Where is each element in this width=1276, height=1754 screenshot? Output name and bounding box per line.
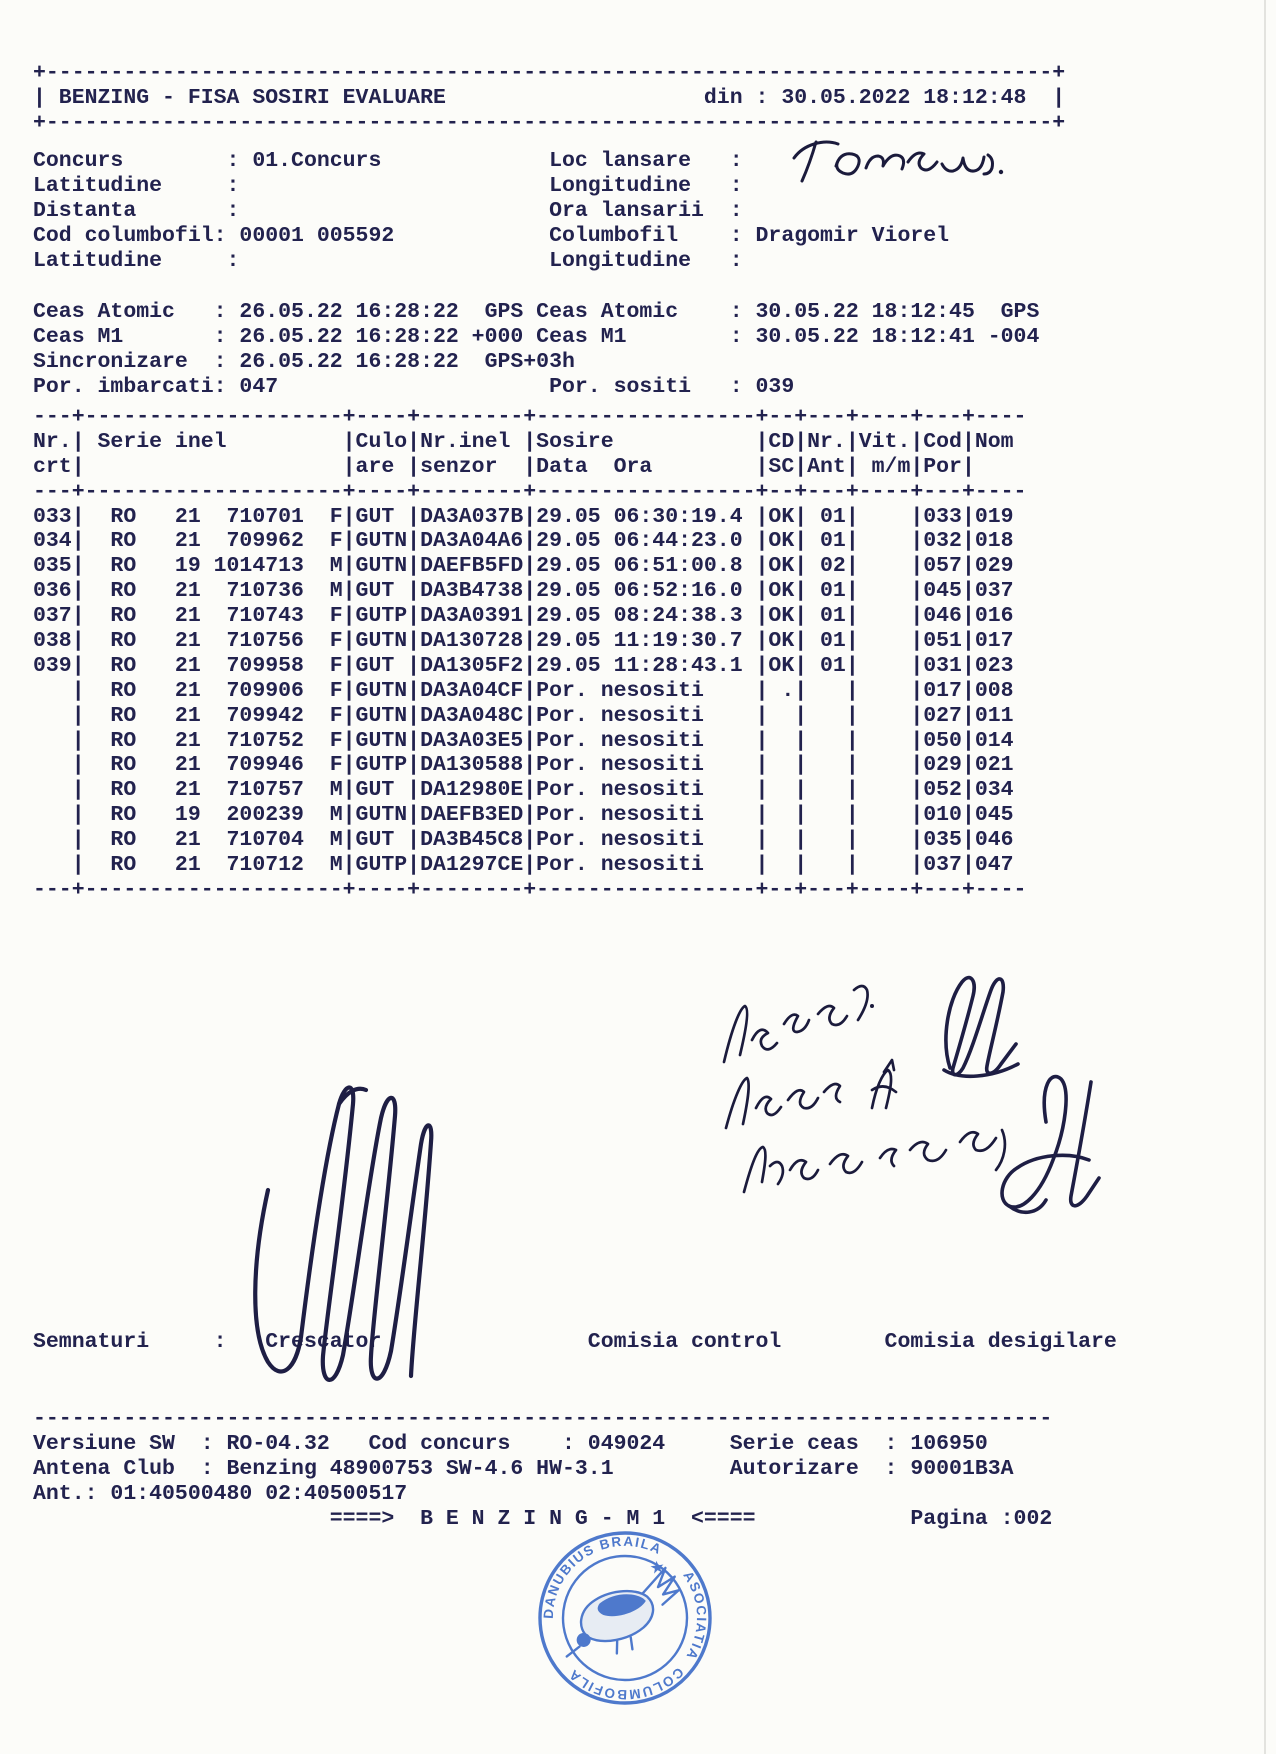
table-row: | RO 21 710712 M|GUTP|DA1297CE|Por. neso…: [33, 853, 1014, 878]
document-footer: ----------------------------------------…: [33, 1407, 1052, 1531]
table-header-line: Nr.| Serie inel |Culo|Nr.inel |Sosire |C…: [33, 429, 1014, 454]
svg-text:COLUMBOFILA: COLUMBOFILA: [564, 1651, 689, 1711]
signatures-line-block: Semnaturi : Crescator Comisia control Co…: [33, 1330, 1117, 1355]
svg-text:DANUBIUS BRAILA: DANUBIUS BRAILA: [531, 1528, 673, 1622]
document-title-line: | BENZING - FISA SOSIRI EVALUARE din : 3…: [33, 85, 1066, 110]
table-row: | RO 21 709946 F|GUTP|DA130588|Por. neso…: [33, 753, 1014, 778]
signatures-line: Semnaturi : Crescator Comisia control Co…: [33, 1330, 1117, 1354]
table-separator: ---+--------------------+----+--------+-…: [33, 405, 1027, 429]
frame-top-border: +---------------------------------------…: [33, 61, 1066, 85]
info-line: Distanta : Ora lansarii :: [33, 198, 743, 223]
table-row: | RO 21 710757 M|GUT |DA12980E|Por. neso…: [33, 778, 1014, 803]
clock-line: Por. imbarcati: 047 Por. sositi : 039: [33, 374, 795, 399]
footer-benzing-line: ====> B E N Z I N G - M 1 <==== Pagina :…: [33, 1506, 1053, 1531]
clock-line: Ceas M1 : 26.05.22 16:28:22 +000 Ceas M1…: [33, 324, 1040, 349]
table-separator: ---+--------------------+----+--------+-…: [33, 479, 1027, 504]
table-row: 036| RO 21 710736 M|GUT |DA3B4738|29.05 …: [33, 579, 1014, 604]
clock-line: Ceas Atomic : 26.05.22 16:28:22 GPS Ceas…: [33, 300, 1040, 324]
table-header-line: crt| |are |senzor |Data Ora |SC|Ant| m/m…: [33, 454, 975, 479]
table-row: 033| RO 21 710701 F|GUT |DA3A037B|29.05 …: [33, 504, 1014, 529]
info-line: Latitudine : Longitudine :: [33, 248, 743, 273]
info-line: Cod columbofil: 00001 005592 Columbofil …: [33, 223, 950, 248]
table-row: 039| RO 21 709958 F|GUT |DA1305F2|29.05 …: [33, 653, 1014, 678]
table-separator: ---+--------------------+----+--------+-…: [33, 877, 1027, 902]
table-row: 037| RO 21 710743 F|GUTP|DA3A0391|29.05 …: [33, 604, 1014, 629]
stamp-text-right: ASOCIATIA: [671, 1567, 716, 1665]
arrivals-table: ---+--------------------+----+--------+-…: [33, 405, 1026, 903]
table-row: | RO 21 710752 F|GUTN|DA3A03E5|Por. neso…: [33, 728, 1014, 753]
club-stamp: DANUBIUS BRAILA ASOCIATIA COLUMBOFILA ★: [531, 1528, 716, 1711]
table-row: | RO 21 710704 M|GUT |DA3B45C8|Por. neso…: [33, 828, 1014, 853]
document-header-frame: +---------------------------------------…: [33, 61, 1065, 136]
table-row: | RO 21 709906 F|GUTN|DA3A04CF|Por. neso…: [33, 678, 1014, 703]
table-row: | RO 21 709942 F|GUTN|DA3A048C|Por. neso…: [33, 703, 1014, 728]
clock-line: Sincronizare : 26.05.22 16:28:22 GPS+03h: [33, 349, 575, 374]
pigeon-icon: [565, 1566, 680, 1658]
contest-info-section: Concurs : 01.Concurs Loc lansare : Latitu…: [33, 149, 949, 273]
frame-title-bottom-border: +---------------------------------------…: [33, 110, 1066, 135]
footer-top-divider: ----------------------------------------…: [33, 1407, 1053, 1431]
footer-line: Ant.: 01:40500480 02:40500517: [33, 1481, 408, 1506]
stamp-star-icon: ★: [648, 1557, 666, 1579]
handwritten-signature-desigilare: [1000, 1074, 1101, 1214]
clock-sync-section: Ceas Atomic : 26.05.22 16:28:22 GPS Ceas…: [33, 300, 1039, 400]
scan-edge-artifact: [1264, 0, 1266, 1754]
table-row: 035| RO 19 1014713 M|GUTN|DAEFB5FD|29.05…: [33, 554, 1014, 579]
footer-line: Versiune SW : RO-04.32 Cod concurs : 049…: [33, 1431, 988, 1456]
footer-line: Antena Club : Benzing 48900753 SW-4.6 HW…: [33, 1456, 1014, 1481]
table-row: 034| RO 21 709962 F|GUTN|DA3A04A6|29.05 …: [33, 529, 1014, 554]
info-line: Latitudine : Longitudine :: [33, 173, 743, 198]
handwritten-signature-control: [942, 975, 1020, 1079]
svg-text:ASOCIATIA: ASOCIATIA: [671, 1567, 716, 1665]
handwritten-notes-commissions: [722, 984, 1007, 1194]
table-row: | RO 19 200239 M|GUTN|DAEFB3ED|Por. neso…: [33, 803, 1014, 828]
stamp-text-top: DANUBIUS BRAILA: [531, 1528, 673, 1622]
table-row: 038| RO 21 710756 F|GUTN|DA130728|29.05 …: [33, 629, 1014, 654]
info-line: Concurs : 01.Concurs Loc lansare :: [33, 149, 743, 173]
stamp-text-bottom: COLUMBOFILA: [564, 1651, 689, 1711]
